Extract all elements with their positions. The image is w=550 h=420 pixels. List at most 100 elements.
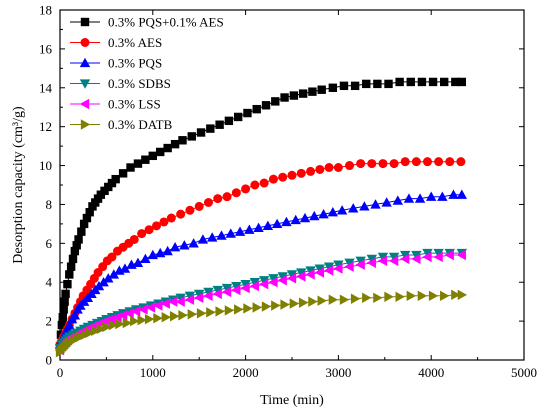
data-point bbox=[323, 262, 335, 272]
data-point bbox=[107, 252, 117, 262]
y-tick-label: 12 bbox=[39, 119, 52, 134]
data-point bbox=[344, 258, 355, 268]
data-point bbox=[65, 270, 74, 279]
data-point bbox=[373, 79, 382, 89]
data-point bbox=[422, 251, 432, 263]
y-tick-label: 16 bbox=[39, 41, 53, 56]
data-point bbox=[187, 309, 197, 320]
data-point bbox=[377, 252, 389, 263]
data-point bbox=[400, 250, 411, 261]
data-point bbox=[278, 172, 288, 182]
data-point bbox=[63, 279, 72, 289]
data-point bbox=[194, 201, 204, 211]
data-point bbox=[216, 230, 227, 240]
data-point bbox=[141, 155, 150, 164]
legend-label: 0.3% PQS+0.1% AES bbox=[108, 15, 224, 30]
data-point bbox=[451, 289, 461, 301]
data-point bbox=[117, 310, 128, 321]
data-point bbox=[277, 275, 287, 286]
data-point bbox=[437, 191, 448, 201]
data-point bbox=[261, 101, 271, 110]
data-point bbox=[451, 77, 460, 87]
data-point bbox=[175, 296, 185, 307]
data-point bbox=[355, 256, 366, 267]
data-point bbox=[422, 248, 433, 259]
data-point bbox=[280, 93, 289, 102]
data-point bbox=[153, 300, 163, 311]
data-point bbox=[126, 163, 135, 172]
x-tick-label: 5000 bbox=[511, 365, 537, 380]
data-point bbox=[130, 315, 140, 327]
data-point bbox=[286, 273, 297, 284]
data-point bbox=[196, 128, 206, 137]
data-point bbox=[169, 242, 181, 252]
data-point bbox=[290, 214, 301, 225]
data-point bbox=[108, 319, 119, 331]
data-point bbox=[140, 253, 151, 264]
data-point bbox=[72, 241, 81, 250]
data-point bbox=[305, 269, 315, 280]
data-point bbox=[159, 217, 169, 227]
data-point bbox=[445, 157, 455, 167]
data-point bbox=[271, 97, 280, 106]
data-point bbox=[356, 159, 366, 169]
data-point bbox=[456, 189, 468, 199]
data-point bbox=[234, 304, 244, 315]
data-point bbox=[348, 203, 359, 213]
data-point bbox=[241, 184, 251, 194]
data-point bbox=[225, 228, 236, 238]
data-point bbox=[252, 302, 262, 313]
data-point bbox=[280, 299, 290, 310]
data-point bbox=[187, 132, 196, 141]
y-tick-label: 6 bbox=[46, 236, 53, 251]
data-point bbox=[222, 192, 232, 202]
legend-marker bbox=[79, 79, 91, 89]
data-point bbox=[82, 213, 92, 223]
data-point bbox=[252, 104, 261, 114]
data-point bbox=[224, 116, 234, 126]
data-point bbox=[317, 85, 326, 94]
data-point bbox=[153, 312, 163, 324]
data-point bbox=[411, 253, 421, 265]
y-tick-label: 2 bbox=[46, 314, 53, 329]
y-tick-label: 10 bbox=[39, 158, 52, 173]
data-point bbox=[129, 234, 139, 244]
legend: 0.3% PQS+0.1% AES 0.3% AES 0.3% PQS 0.3% SD… bbox=[70, 15, 224, 132]
data-point bbox=[132, 257, 144, 267]
data-point bbox=[456, 157, 466, 167]
data-point bbox=[118, 169, 128, 178]
data-point bbox=[253, 222, 264, 232]
x-axis-ticks: 0 1000 2000 3000 4000 5000 bbox=[57, 10, 537, 380]
data-point bbox=[176, 209, 186, 219]
data-point bbox=[59, 305, 68, 314]
legend-label: 0.3% LSS bbox=[108, 97, 161, 112]
data-point bbox=[426, 191, 437, 201]
y-axis-title: Desorption capacity (cm³/g) bbox=[11, 106, 26, 264]
data-point bbox=[234, 226, 246, 236]
data-point bbox=[271, 218, 283, 229]
data-point bbox=[336, 205, 348, 215]
data-point bbox=[203, 290, 213, 302]
legend-marker bbox=[80, 119, 91, 130]
legend-label: 0.3% DATB bbox=[108, 117, 173, 132]
data-point bbox=[133, 159, 143, 168]
data-point bbox=[57, 320, 67, 330]
data-point bbox=[271, 300, 281, 311]
data-point bbox=[206, 307, 216, 318]
series-0 bbox=[55, 77, 467, 351]
x-tick-label: 4000 bbox=[418, 365, 444, 380]
legend-item: 0.3% PQS+0.1% AES bbox=[70, 15, 224, 30]
data-point bbox=[389, 159, 399, 169]
series-5 bbox=[55, 289, 468, 358]
y-axis-ticks: 0 2 4 6 8 10 12 14 16 18 bbox=[39, 3, 524, 368]
data-point bbox=[411, 157, 421, 167]
data-point bbox=[305, 266, 316, 276]
data-point bbox=[367, 159, 377, 169]
legend-label: 0.3% PQS bbox=[108, 56, 162, 71]
data-point bbox=[296, 271, 306, 282]
x-tick-label: 3000 bbox=[325, 365, 351, 380]
data-point bbox=[403, 193, 415, 203]
data-point bbox=[206, 232, 218, 242]
data-point bbox=[213, 194, 223, 204]
data-point bbox=[66, 262, 76, 271]
